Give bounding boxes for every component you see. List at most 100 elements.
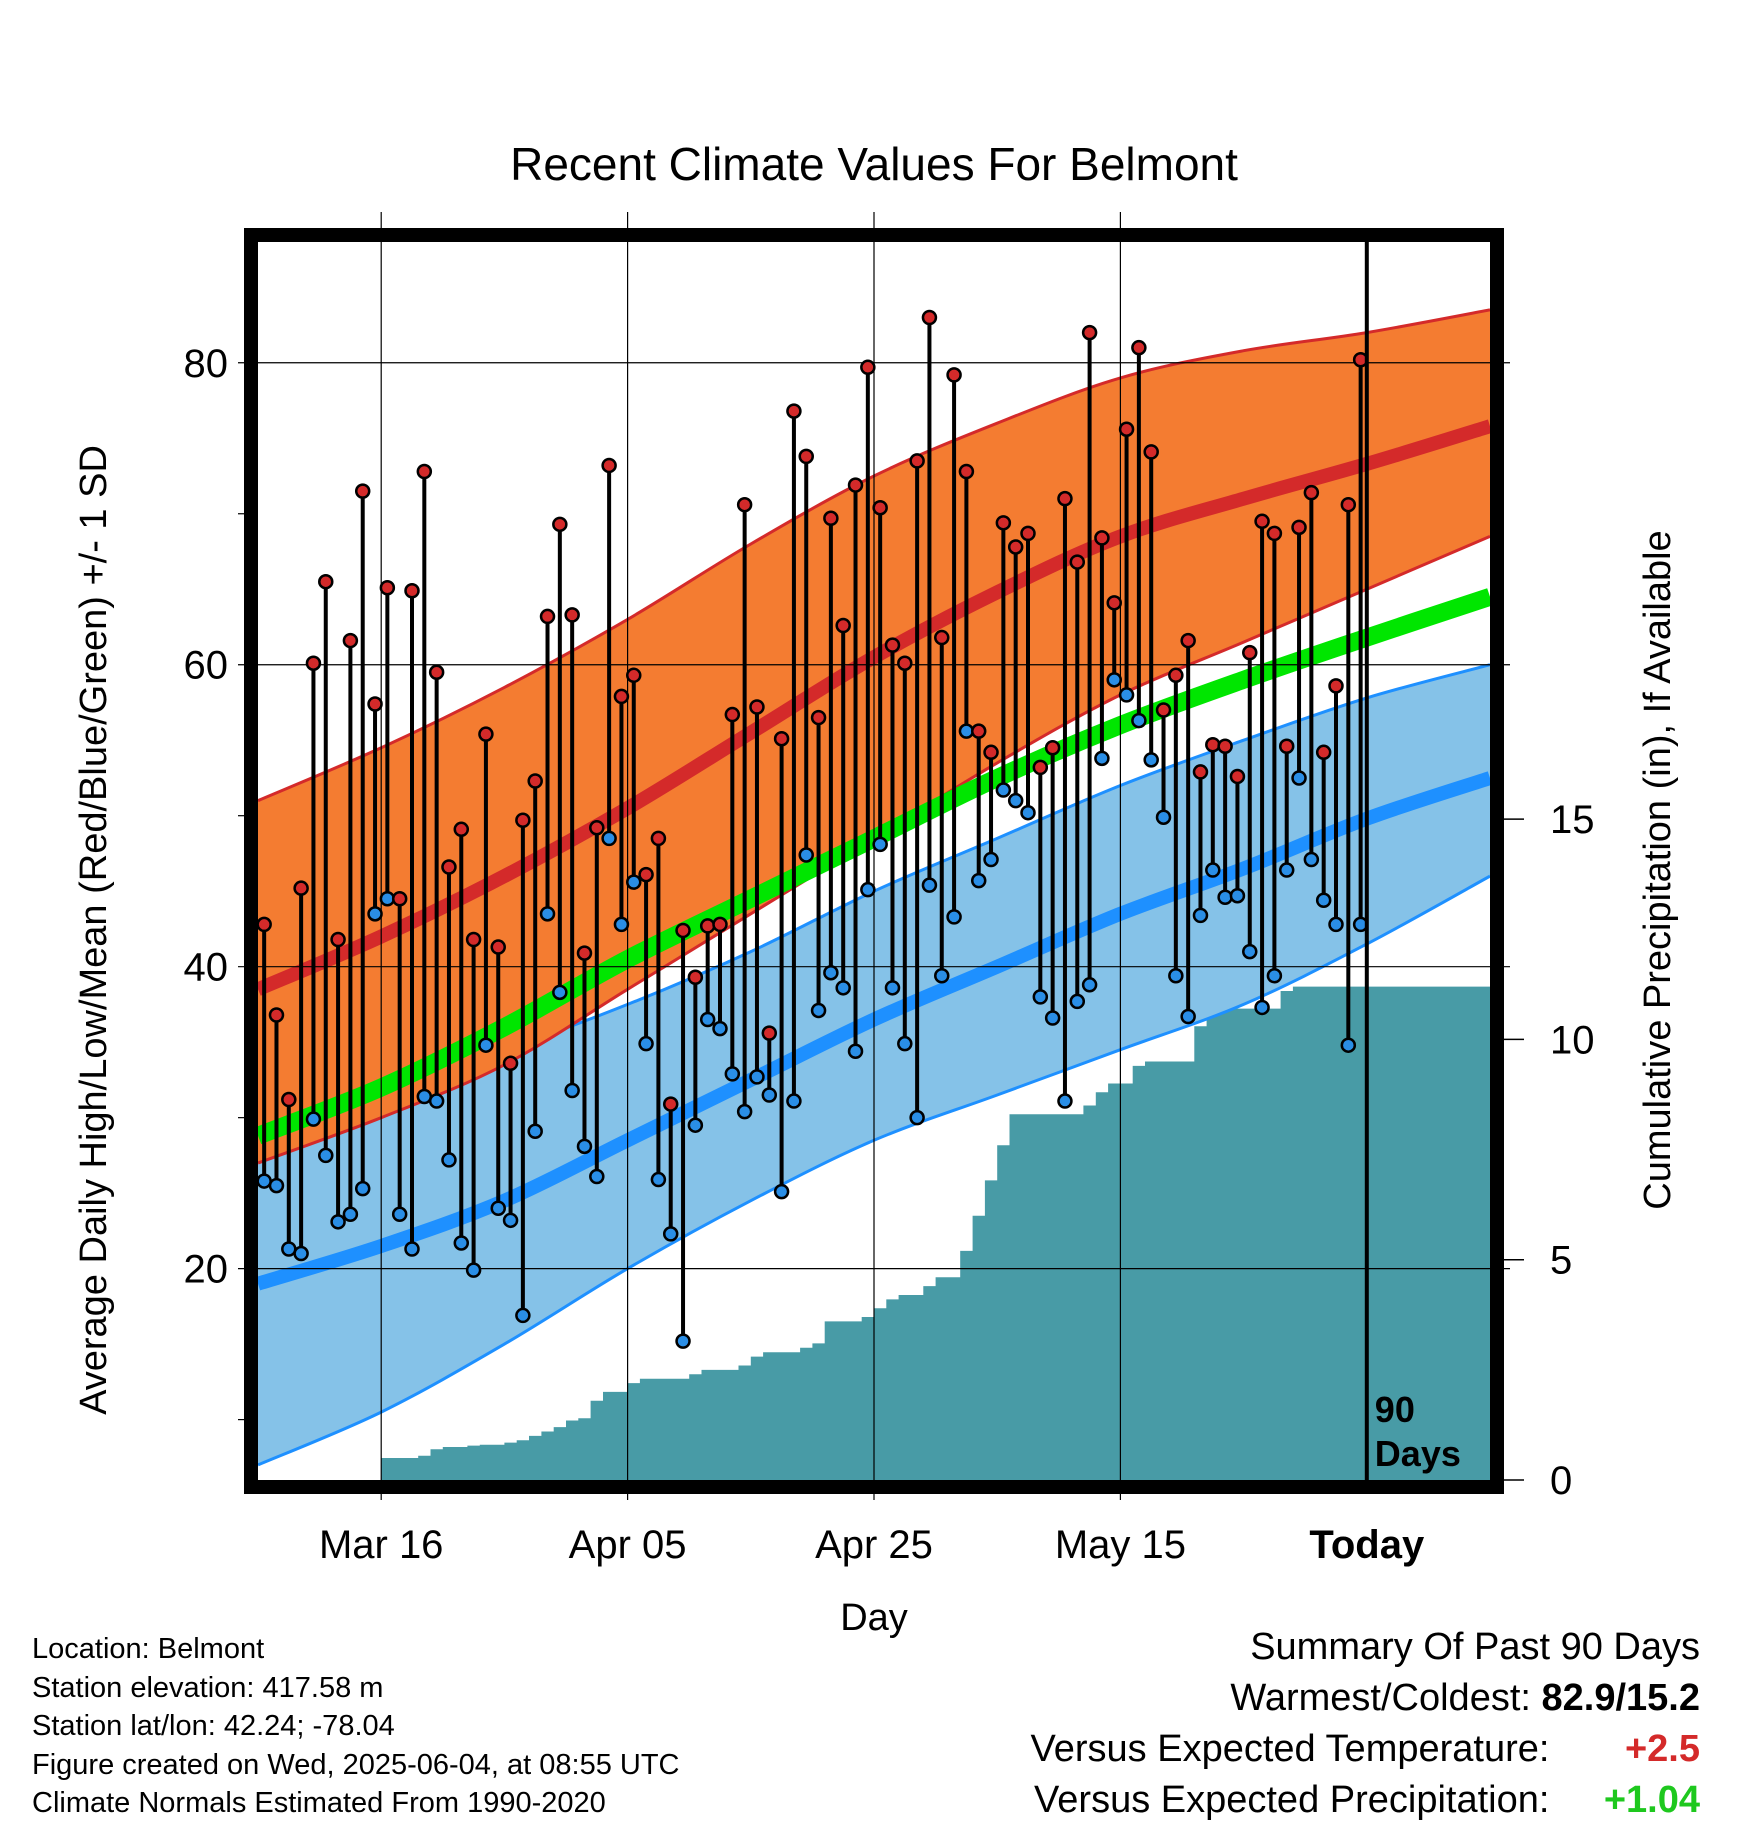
low-point	[318, 1147, 334, 1164]
low-point	[909, 1109, 925, 1126]
low-point	[391, 1206, 408, 1223]
high-point	[539, 608, 556, 625]
low-point	[1291, 770, 1307, 786]
high-point	[416, 463, 433, 480]
low-point	[576, 1138, 593, 1155]
high-point	[527, 773, 543, 789]
high-point	[1057, 490, 1073, 507]
low-point	[1192, 907, 1209, 924]
high-point	[1143, 444, 1159, 460]
high-point	[564, 607, 580, 623]
low-point	[1278, 862, 1295, 878]
high-point	[465, 931, 482, 948]
plot-area	[258, 308, 1490, 1480]
high-point	[712, 916, 728, 933]
high-point	[1303, 484, 1320, 501]
low-point	[983, 851, 999, 868]
high-point	[1106, 595, 1122, 611]
high-point	[921, 309, 938, 326]
today-label-days-word: Days	[1375, 1433, 1461, 1474]
low-point	[1328, 916, 1344, 933]
low-point	[798, 847, 814, 863]
high-point	[983, 744, 999, 761]
low-point	[404, 1241, 420, 1257]
high-point	[675, 922, 691, 939]
high-point	[786, 403, 802, 419]
x-tick-label: Apr 05	[569, 1523, 687, 1567]
high-point	[502, 1055, 519, 1072]
high-point	[515, 812, 531, 828]
high-point	[835, 617, 851, 634]
low-point	[934, 967, 950, 984]
low-point	[465, 1262, 482, 1278]
x-tick-label: Apr 25	[815, 1523, 933, 1567]
high-point	[699, 918, 716, 934]
high-point	[342, 632, 359, 649]
low-point	[835, 980, 851, 996]
high-point	[897, 655, 913, 671]
precip-row: Versus Expected Precipitation: +1.04	[1031, 1775, 1700, 1826]
high-point	[798, 448, 814, 465]
high-point	[909, 453, 925, 469]
high-point	[860, 359, 876, 376]
low-point	[687, 1117, 704, 1133]
high-point	[1118, 421, 1135, 437]
x-axis-label: Day	[840, 1597, 908, 1639]
y2-tick-label: 5	[1550, 1239, 1572, 1283]
today-label-days-number: 90	[1375, 1389, 1415, 1430]
high-point	[1340, 496, 1357, 513]
low-point	[502, 1212, 519, 1229]
x-tick-label: May 15	[1055, 1523, 1186, 1567]
low-point	[958, 723, 975, 739]
low-point	[379, 890, 396, 907]
summary-panel: Summary Of Past 90 Days Warmest/Coldest:…	[1031, 1622, 1700, 1826]
low-point	[1106, 672, 1122, 688]
high-point	[490, 939, 506, 955]
high-point	[1180, 632, 1196, 649]
low-point	[1044, 1010, 1061, 1026]
low-point	[675, 1333, 691, 1349]
low-point	[773, 1183, 790, 1200]
high-point	[1081, 324, 1098, 341]
low-point	[552, 984, 568, 1001]
high-point	[330, 931, 346, 948]
high-point	[1217, 738, 1233, 755]
low-point	[1266, 967, 1283, 984]
low-point	[1229, 887, 1246, 904]
low-point	[281, 1241, 297, 1257]
low-point	[1168, 967, 1184, 984]
high-point	[613, 688, 630, 705]
high-point	[847, 477, 864, 493]
low-point	[478, 1037, 494, 1053]
high-point	[552, 516, 568, 533]
high-point	[1242, 644, 1258, 661]
precip-area	[258, 986, 1490, 1480]
chart-title: Recent Climate Values For Belmont	[510, 138, 1238, 190]
low-point	[662, 1226, 679, 1242]
precip-label: Versus Expected Precipitation:	[1034, 1779, 1550, 1821]
high-point	[354, 483, 371, 499]
high-point	[823, 510, 839, 527]
low-point	[1131, 712, 1147, 729]
high-point	[318, 573, 334, 590]
high-point	[626, 667, 642, 684]
low-point	[527, 1123, 543, 1139]
high-point	[391, 890, 408, 907]
low-point	[1143, 752, 1159, 768]
high-point	[1192, 764, 1209, 780]
low-point	[441, 1152, 457, 1168]
high-point	[1131, 339, 1147, 356]
high-point	[687, 969, 704, 986]
high-point	[662, 1096, 679, 1112]
high-point	[749, 699, 765, 715]
low-point	[712, 1020, 728, 1037]
low-point	[995, 782, 1012, 798]
high-point	[1020, 525, 1036, 542]
low-point	[1094, 750, 1110, 767]
high-point	[934, 629, 950, 646]
daily-values	[256, 309, 1369, 1349]
low-point	[1155, 809, 1172, 825]
high-point	[1155, 702, 1172, 718]
high-point	[1328, 678, 1344, 694]
